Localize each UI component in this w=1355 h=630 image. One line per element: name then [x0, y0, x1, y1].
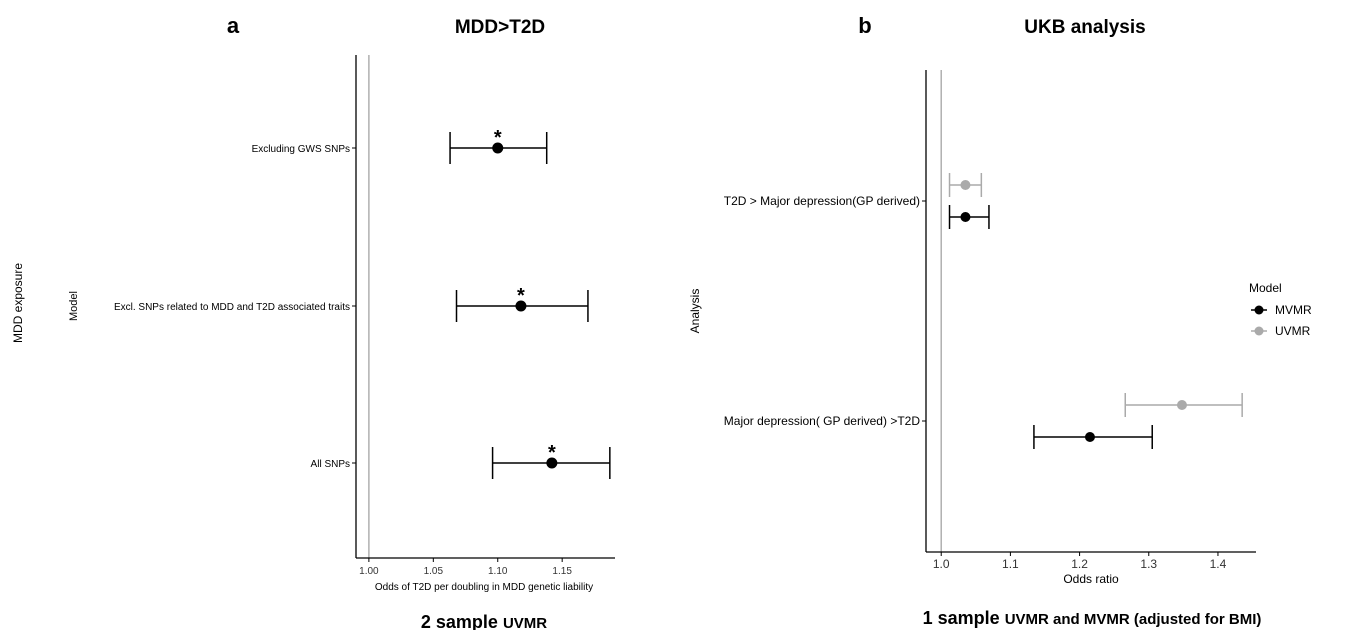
panel-a-xlabel: Odds of T2D per doubling in MDD genetic … — [375, 582, 593, 593]
legend-marker-uvmr — [1254, 326, 1264, 336]
x-tick-label: 1.1 — [1002, 557, 1019, 571]
panel-b-title: UKB analysis — [1024, 17, 1145, 38]
significance-annotation: * — [548, 442, 556, 464]
panel-b-label: b — [858, 13, 871, 38]
panel-b-caption-big: 1 sample — [923, 608, 1000, 628]
panel-a-title: MDD>T2D — [455, 17, 545, 38]
significance-annotation: * — [517, 285, 525, 307]
legend: MVMR UVMR — [1251, 303, 1312, 338]
point-estimate — [1176, 400, 1187, 410]
legend-title: Model — [1249, 281, 1282, 295]
panel-a-caption-small: UVMR — [503, 615, 547, 630]
point-estimate — [492, 142, 504, 154]
legend-label-mvmr: MVMR — [1275, 303, 1312, 317]
significance-annotation: * — [494, 127, 502, 149]
panel-a-label: a — [227, 13, 240, 38]
y-tick-label: Major depression( GP derived) >T2D — [724, 414, 921, 428]
x-tick-label: 1.15 — [552, 566, 572, 577]
x-tick-label: 1.3 — [1140, 557, 1157, 571]
panel-b-plot: 1.0 1.1 1.2 1.3 1.4 T2D > Major depression(GP… — [724, 70, 1256, 571]
legend-label-uvmr: UVMR — [1275, 324, 1311, 338]
point-estimate — [515, 300, 527, 312]
y-tick-label: All SNPs — [311, 459, 350, 470]
panel-b-xlabel: Odds ratio — [1063, 572, 1119, 586]
y-tick-label: T2D > Major depression(GP derived) — [724, 194, 920, 208]
panel-b-caption: 1 sample UVMR and MVMR (adjusted for BMI… — [923, 608, 1262, 628]
x-tick-label: 1.00 — [359, 566, 379, 577]
panel-a-plot: 1.00 1.05 1.10 1.15 Excluding GWS SNPs * Excl.… — [114, 55, 615, 577]
x-tick-label: 1.4 — [1210, 557, 1227, 571]
y-tick-label: Excl. SNPs related to MDD and T2D associ… — [114, 302, 350, 313]
panel-b-ylabel: Analysis — [688, 289, 702, 334]
legend-marker-mvmr — [1254, 305, 1264, 315]
y-tick-label: Excluding GWS SNPs — [252, 144, 350, 155]
point-estimate — [960, 212, 971, 222]
panel-a-ylabel: Model — [68, 291, 80, 321]
panel-a-outer-ylabel: MDD exposure — [11, 263, 25, 343]
panel-a-caption: 2 sample UVMR — [421, 612, 547, 630]
panel-a-caption-big: 2 sample — [421, 612, 498, 630]
point-estimate — [1084, 432, 1095, 442]
x-tick-label: 1.10 — [488, 566, 508, 577]
x-tick-label: 1.2 — [1071, 557, 1088, 571]
panel-b-caption-small: UVMR and MVMR (adjusted for BMI) — [1005, 611, 1262, 628]
point-estimate — [546, 457, 558, 469]
x-tick-label: 1.05 — [424, 566, 444, 577]
x-tick-label: 1.0 — [933, 557, 950, 571]
point-estimate — [960, 180, 971, 190]
